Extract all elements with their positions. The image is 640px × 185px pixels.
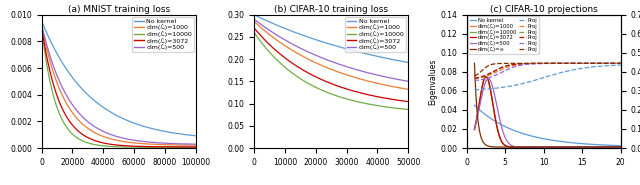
Title: (c) CIFAR-10 projections: (c) CIFAR-10 projections <box>490 5 598 14</box>
Legend: No kernel, dim(ℒ)=1000, dim(ℒ)=10000, dim(ℒ)=3072, dim(ℒ)=500: No kernel, dim(ℒ)=1000, dim(ℒ)=10000, di… <box>345 17 406 52</box>
Title: (b) CIFAR-10 training loss: (b) CIFAR-10 training loss <box>274 5 388 14</box>
Legend: No kernel, dim(ℒ)=1000, dim(ℒ)=10000, dim(ℒ)=3072, dim(ℒ)=500: No kernel, dim(ℒ)=1000, dim(ℒ)=10000, di… <box>132 17 194 52</box>
Y-axis label: Eigenvalues: Eigenvalues <box>428 58 437 105</box>
Title: (a) MNIST training loss: (a) MNIST training loss <box>68 5 170 14</box>
Legend: No kernel, dim(ℒ)=1000, dim(ℒ)=10000, dim(ℒ)=3072, dim(ℒ)=500, dim(ℒ)=∞, Proj, P: No kernel, dim(ℒ)=1000, dim(ℒ)=10000, di… <box>468 16 539 53</box>
